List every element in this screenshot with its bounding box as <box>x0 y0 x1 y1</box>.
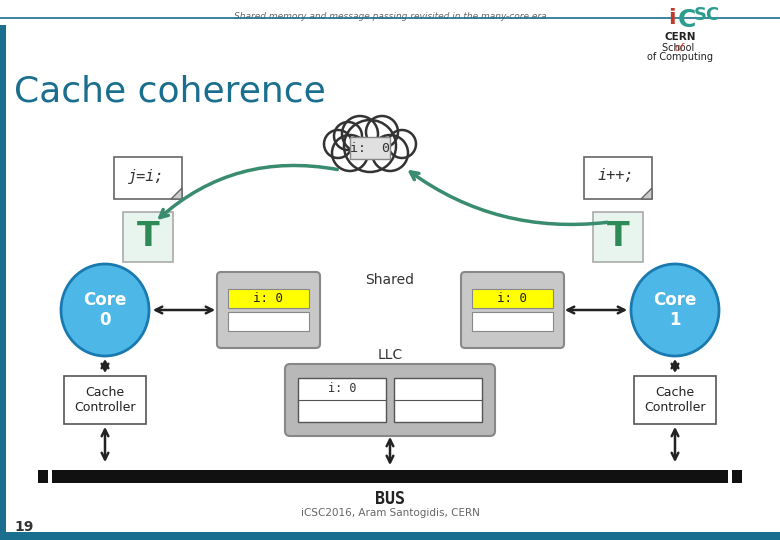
Circle shape <box>324 130 352 158</box>
Bar <box>0 25 6 535</box>
Text: Cache coherence: Cache coherence <box>14 75 326 109</box>
Text: Shared: Shared <box>366 273 414 287</box>
Circle shape <box>332 135 368 171</box>
FancyBboxPatch shape <box>285 364 495 436</box>
Polygon shape <box>171 188 182 199</box>
Bar <box>472 312 553 331</box>
Text: School: School <box>662 43 697 53</box>
Text: j=i;: j=i; <box>128 168 165 184</box>
Circle shape <box>366 116 398 148</box>
Circle shape <box>388 130 416 158</box>
Text: T: T <box>136 219 159 253</box>
Bar <box>0 532 780 540</box>
Bar <box>52 470 62 483</box>
Text: i: i <box>668 8 675 28</box>
Text: i: 0: i: 0 <box>497 292 527 305</box>
Bar <box>472 289 553 308</box>
Bar <box>228 312 309 331</box>
Ellipse shape <box>631 264 719 356</box>
Circle shape <box>372 135 408 171</box>
Text: C: C <box>678 8 697 32</box>
Text: of: of <box>675 43 684 53</box>
FancyBboxPatch shape <box>350 137 390 159</box>
Bar <box>394 378 482 422</box>
Text: Core
0: Core 0 <box>83 291 126 329</box>
Bar <box>62 470 718 483</box>
Circle shape <box>342 116 378 152</box>
Text: CERN: CERN <box>665 32 696 42</box>
Text: BUS: BUS <box>375 490 405 508</box>
Bar <box>38 470 48 483</box>
Text: i: 0: i: 0 <box>253 292 283 305</box>
Text: T: T <box>607 219 629 253</box>
Bar <box>298 378 386 422</box>
Text: L 1: L 1 <box>236 273 257 287</box>
Text: i++;: i++; <box>597 168 634 184</box>
Text: LLC: LLC <box>378 348 402 362</box>
Bar <box>718 470 728 483</box>
Text: Cache
Controller: Cache Controller <box>644 386 706 414</box>
FancyBboxPatch shape <box>593 212 643 262</box>
FancyBboxPatch shape <box>123 212 173 262</box>
Text: i: 0: i: 0 <box>328 382 356 395</box>
Text: of Computing: of Computing <box>647 52 713 62</box>
FancyBboxPatch shape <box>114 157 182 199</box>
FancyBboxPatch shape <box>461 272 564 348</box>
FancyBboxPatch shape <box>584 157 652 199</box>
Text: 19: 19 <box>14 520 34 534</box>
Ellipse shape <box>61 264 149 356</box>
FancyArrowPatch shape <box>160 165 337 218</box>
Text: Core
1: Core 1 <box>654 291 697 329</box>
Text: Cache
Controller: Cache Controller <box>74 386 136 414</box>
FancyArrowPatch shape <box>410 172 608 225</box>
Circle shape <box>334 122 362 150</box>
Bar <box>732 470 742 483</box>
Bar <box>228 289 309 308</box>
Polygon shape <box>641 188 652 199</box>
Text: SC: SC <box>694 6 720 24</box>
FancyBboxPatch shape <box>64 376 146 424</box>
Text: i:  0: i: 0 <box>350 141 390 154</box>
FancyBboxPatch shape <box>217 272 320 348</box>
Text: Shared memory and message passing revisited in the many-core era: Shared memory and message passing revisi… <box>234 12 546 21</box>
FancyBboxPatch shape <box>634 376 716 424</box>
Circle shape <box>344 120 396 172</box>
Text: L 1: L 1 <box>524 273 545 287</box>
Text: iCSC2016, Aram Santogidis, CERN: iCSC2016, Aram Santogidis, CERN <box>300 508 480 518</box>
